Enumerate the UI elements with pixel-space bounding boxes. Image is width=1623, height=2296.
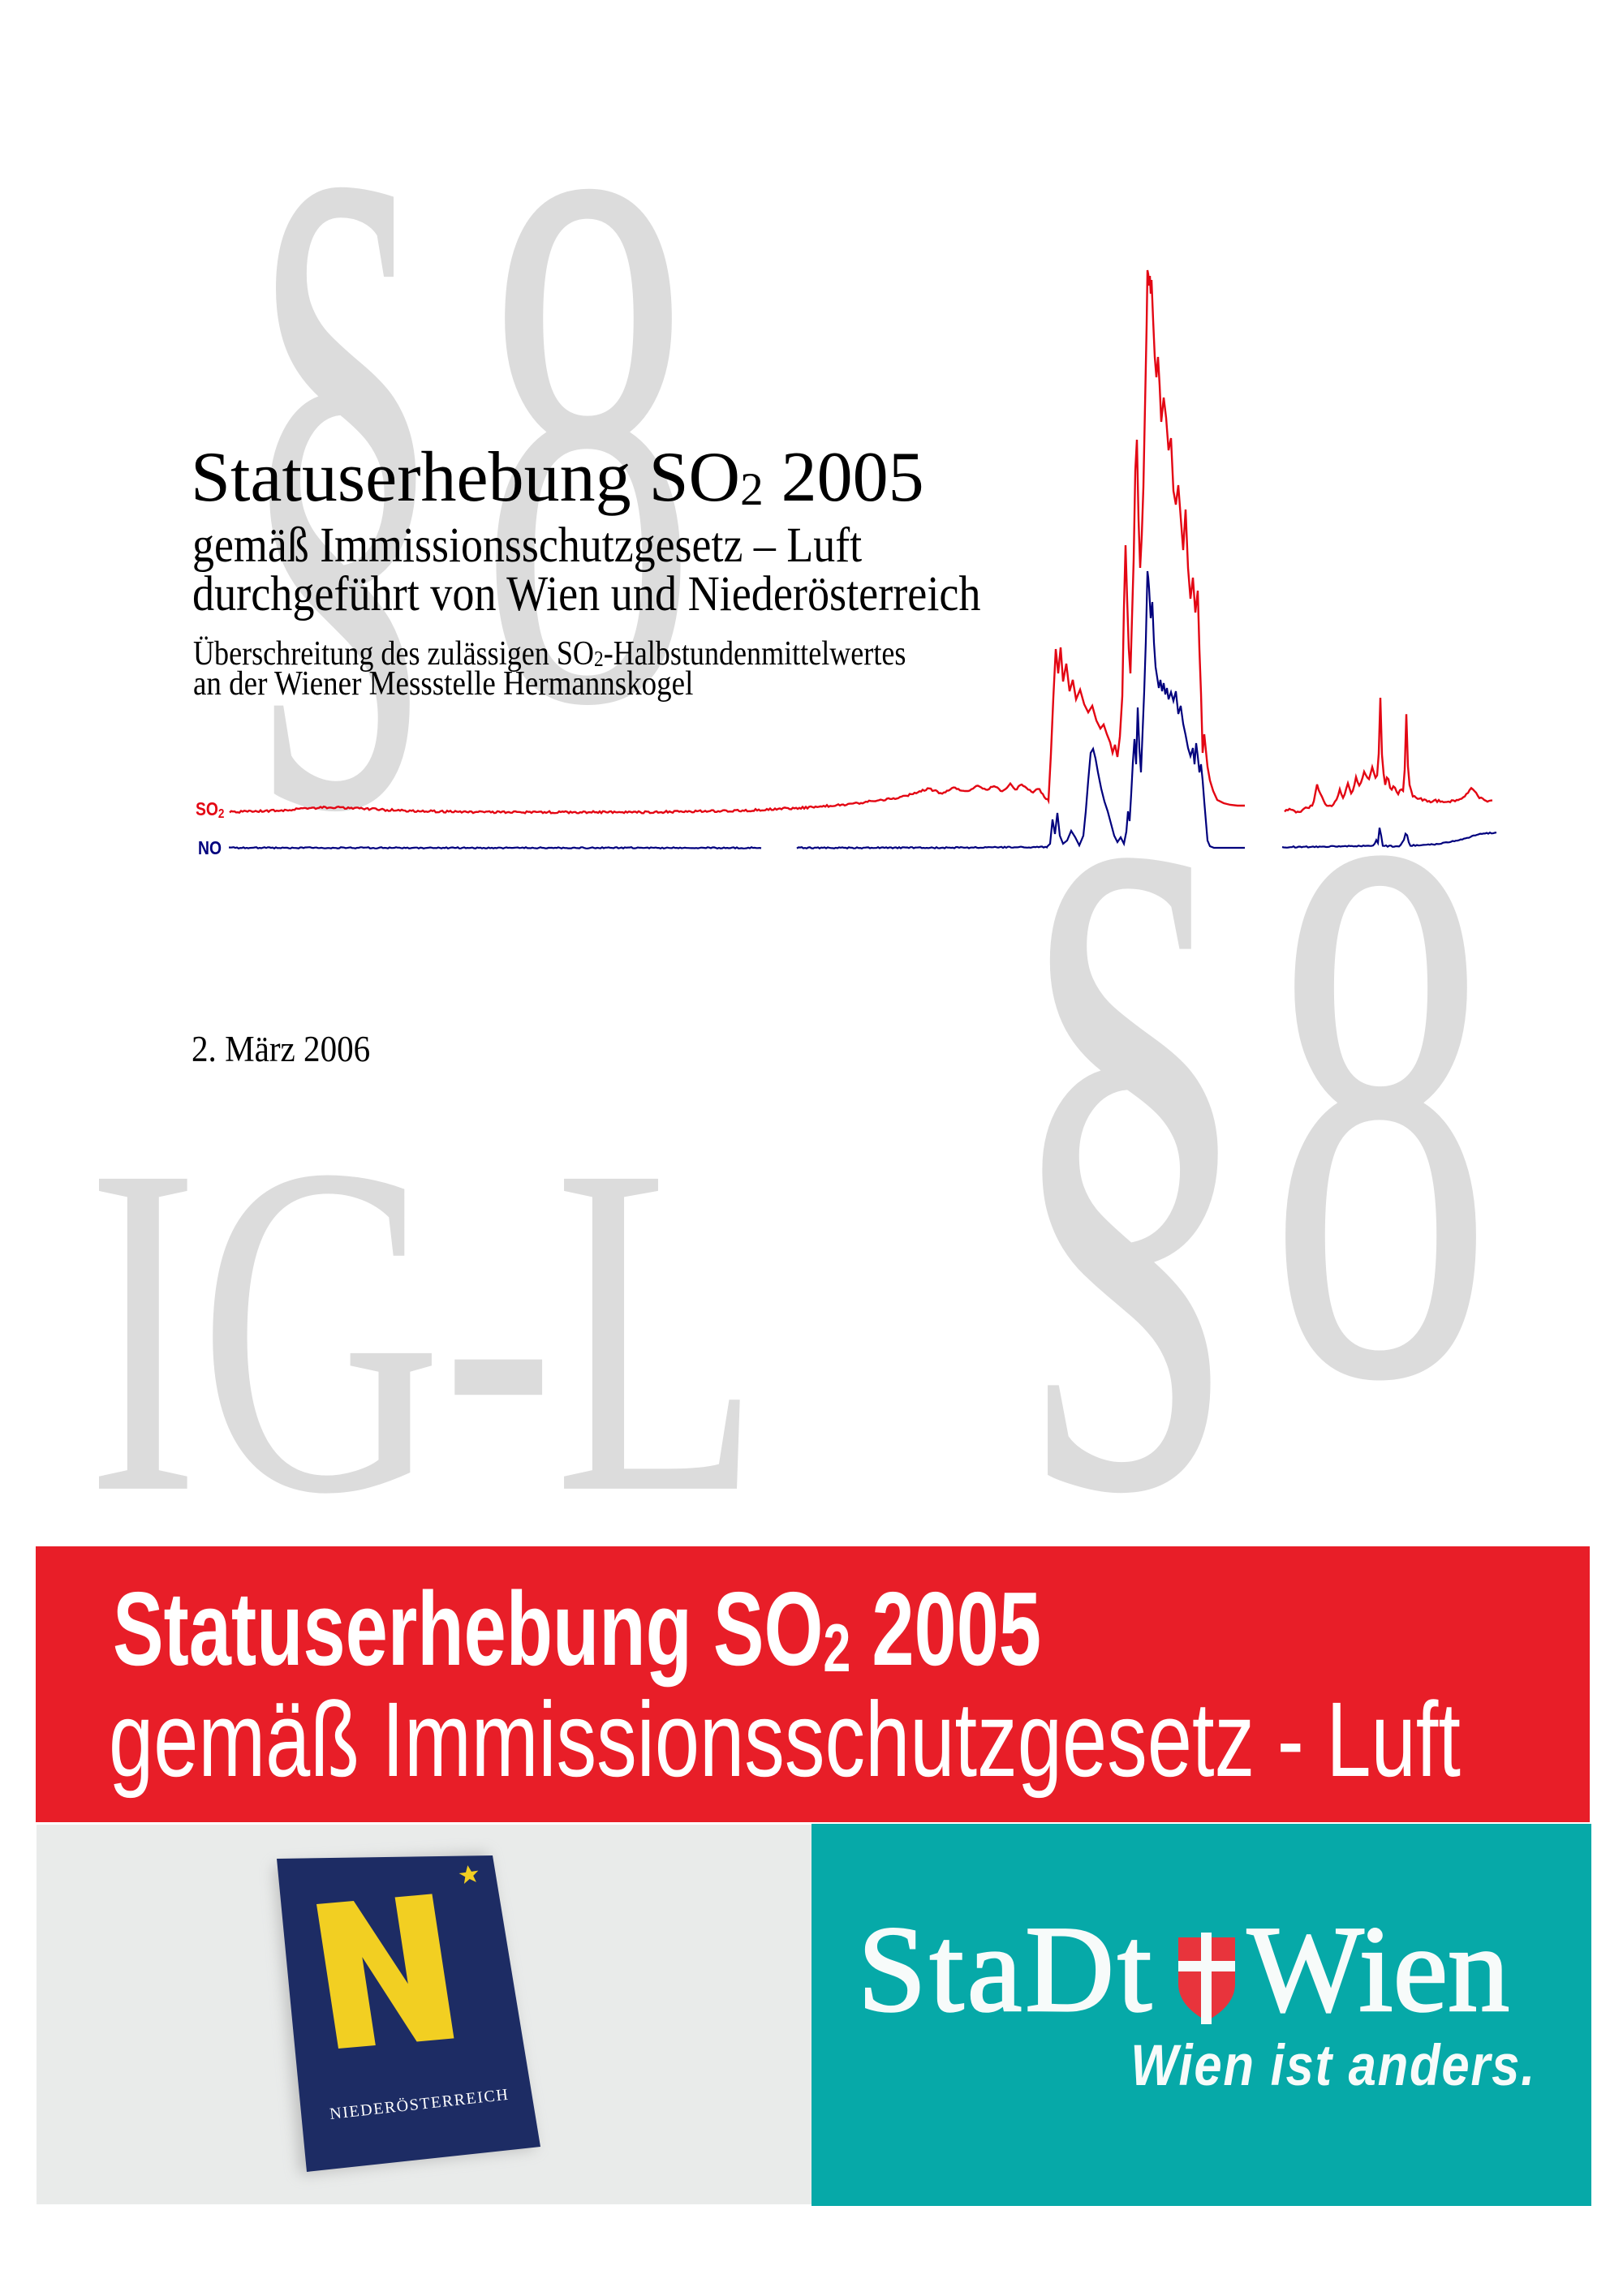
svg-text:Wien: Wien — [1247, 1901, 1509, 2037]
svg-text:Wien ist anders.: Wien ist anders. — [1130, 2034, 1536, 2098]
svg-text:StaDt: StaDt — [858, 1901, 1155, 2037]
